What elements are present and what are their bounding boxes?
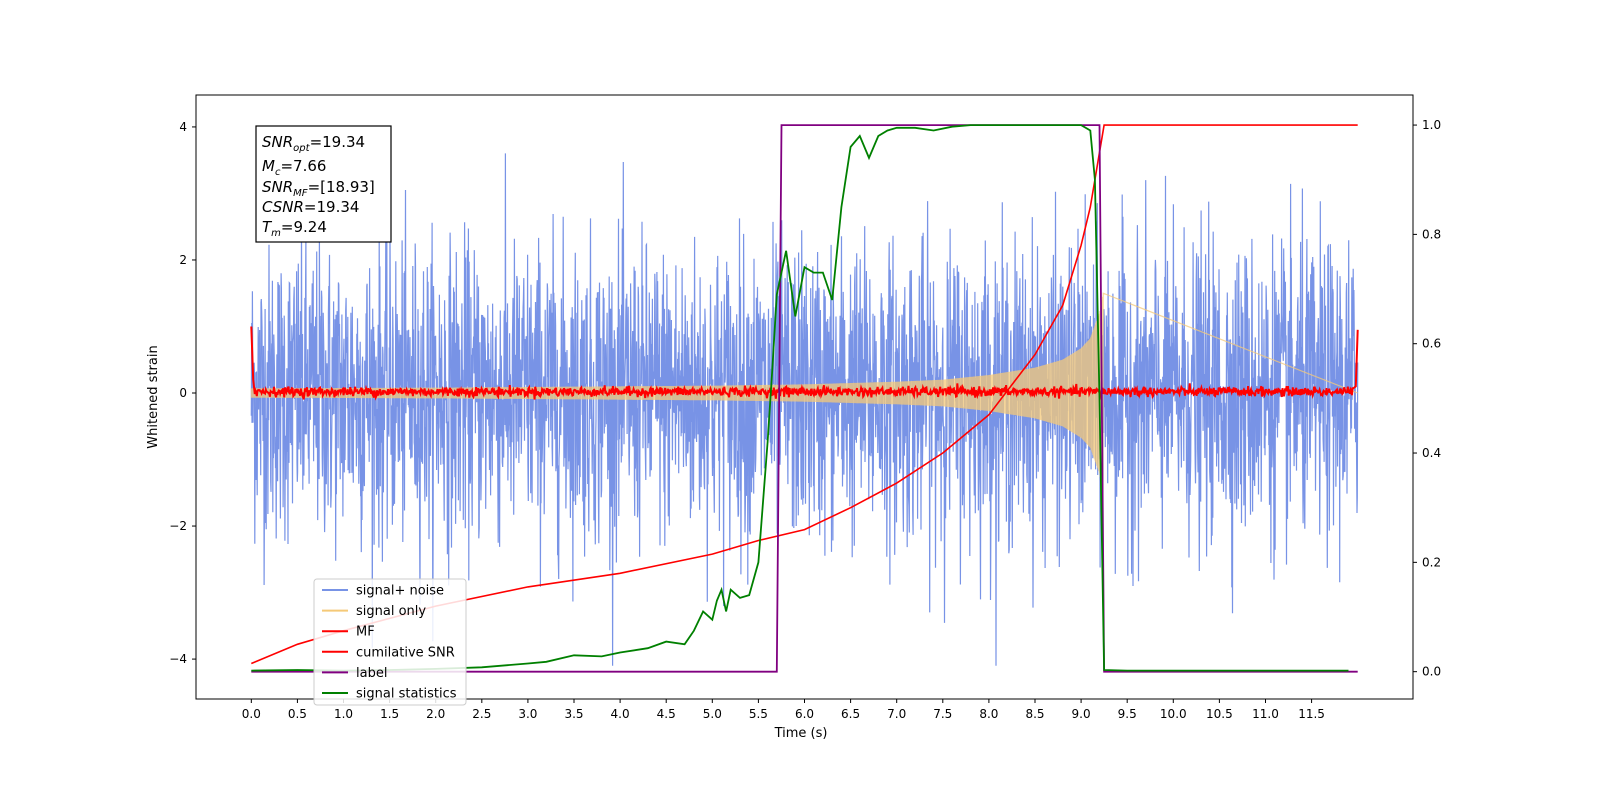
x-tick-label: 3.5 (564, 707, 583, 721)
annotation-mc: Mc=7.66 (262, 157, 326, 178)
x-tick-label: 4.0 (611, 707, 630, 721)
x-tick-label: 0.5 (288, 707, 307, 721)
annotation-tm: Tm=9.24 (262, 218, 327, 239)
y-right-tick-label: 0.2 (1422, 555, 1441, 569)
y-left-tick-label: −2 (169, 519, 187, 533)
x-tick-label: 8.0 (979, 707, 998, 721)
x-tick-label: 2.5 (472, 707, 491, 721)
x-tick-label: 1.5 (380, 707, 399, 721)
series-label (251, 124, 1358, 673)
y-left-tick-label: −4 (169, 652, 187, 666)
x-axis-ticks: 0.0 0.5 1.0 1.5 2.0 2.5 3.0 3.5 4.0 4.5 5.0 5.5 6.0 6… (242, 699, 1325, 721)
annotation-snr-mf-value: [18.93] (320, 178, 375, 196)
x-tick-label: 2.0 (426, 707, 445, 721)
x-tick-label: 11.0 (1252, 707, 1279, 721)
x-tick-label: 0.0 (242, 707, 261, 721)
y-right-tick-label: 0.0 (1422, 665, 1441, 679)
annotation-frame (255, 125, 392, 243)
y-left-tick-label: 2 (179, 253, 187, 267)
x-tick-label: 3.0 (518, 707, 537, 721)
legend-label: MF (356, 625, 375, 640)
x-tick-label: 4.5 (657, 707, 676, 721)
y-axis-label: Whitened strain (146, 345, 161, 448)
x-tick-label: 5.0 (703, 707, 722, 721)
series-mf (250, 326, 1359, 401)
annotation-snr-opt: SNRopt=19.34 (262, 133, 365, 154)
annotation-csnr-value: 19.34 (317, 198, 360, 216)
annotation-csnr: CSNR=19.34 (262, 198, 359, 216)
legend-label: cumilative SNR (356, 645, 455, 660)
x-tick-label: 5.5 (749, 707, 768, 721)
x-tick-label: 7.5 (933, 707, 952, 721)
y-axis-left-ticks: −4 −2 0 2 4 (169, 120, 196, 666)
legend-label: signal+ noise (356, 584, 444, 599)
y-left-tick-label: 0 (179, 386, 187, 400)
x-tick-label: 9.0 (1072, 707, 1091, 721)
annotation-mc-value: 7.66 (293, 157, 326, 175)
x-tick-label: 6.5 (841, 707, 860, 721)
annotation-snr-opt-value: 19.34 (322, 133, 365, 151)
y-right-tick-label: 0.6 (1422, 337, 1441, 351)
x-tick-label: 10.0 (1160, 707, 1187, 721)
x-tick-label: 6.0 (795, 707, 814, 721)
x-tick-label: 9.5 (1118, 707, 1137, 721)
annotation-tm-value: 9.24 (294, 218, 327, 236)
x-tick-label: 10.5 (1206, 707, 1233, 721)
series-signal-noise (250, 153, 1359, 666)
y-right-tick-label: 0.4 (1422, 446, 1441, 460)
x-tick-label: 7.0 (887, 707, 906, 721)
y-axis-right-ticks: 0.0 0.2 0.4 0.6 0.8 1.0 (1413, 118, 1441, 679)
legend-label: signal statistics (356, 687, 457, 702)
x-tick-label: 1.0 (334, 707, 353, 721)
series-signal-statistics (251, 124, 1349, 672)
legend: signal+ noise signal only MF cumilative SNR… (313, 578, 467, 706)
legend-frame (313, 578, 467, 706)
y-right-tick-label: 0.8 (1422, 227, 1441, 241)
x-tick-label: 8.5 (1025, 707, 1044, 721)
x-axis-label: Time (s) (774, 726, 828, 741)
legend-label: signal only (356, 604, 426, 619)
y-left-tick-label: 4 (179, 120, 187, 134)
annotation-snr-mf: SNRMF=[18.93] (262, 178, 375, 199)
annotation-box: SNRopt=19.34 Mc=7.66 SNRMF=[18.93] CSNR=… (255, 125, 392, 243)
x-tick-label: 11.5 (1298, 707, 1325, 721)
y-right-tick-label: 1.0 (1422, 118, 1441, 132)
legend-label: label (356, 666, 387, 681)
